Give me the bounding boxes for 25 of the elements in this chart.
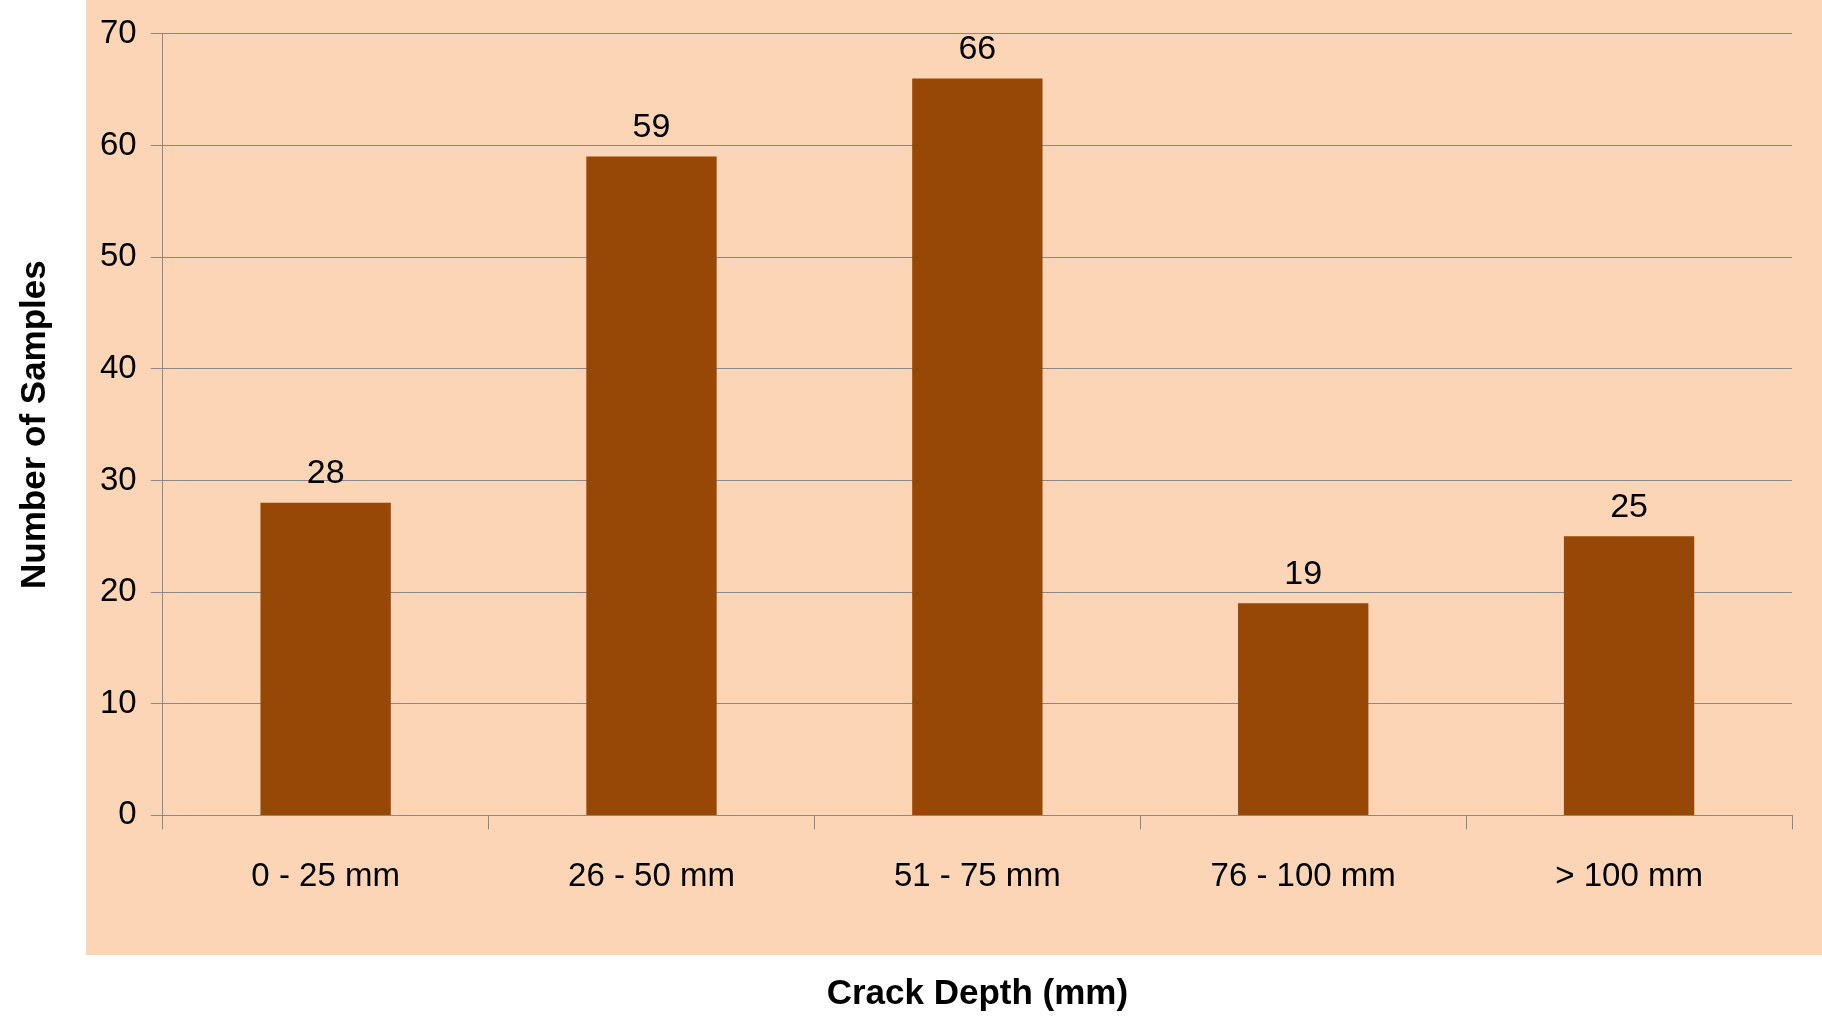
y-tick-label: 10 <box>99 682 137 720</box>
y-tick-label: 60 <box>99 124 137 162</box>
x-tick-label: > 100 mm <box>1555 856 1703 894</box>
data-label: 28 <box>306 452 345 491</box>
x-tick-label: 26 - 50 mm <box>568 856 735 894</box>
y-axis-title: Number of Samples <box>12 260 52 589</box>
x-tick-label: 0 - 25 mm <box>251 856 400 894</box>
y-tick-label: 20 <box>99 571 137 609</box>
bar <box>260 502 391 815</box>
y-tick-label: 40 <box>99 347 137 385</box>
data-label: 25 <box>1610 485 1648 524</box>
x-tick-label: 51 - 75 mm <box>893 856 1061 894</box>
y-tick-label: 70 <box>99 12 137 50</box>
bar <box>1563 536 1695 815</box>
data-label: 59 <box>632 106 671 144</box>
bar <box>1238 603 1369 815</box>
bar <box>912 78 1043 815</box>
data-label: 19 <box>1284 552 1323 591</box>
y-tick-label: 30 <box>99 459 137 497</box>
y-tick-label: 50 <box>99 236 137 274</box>
x-tick-label: 76 - 100 mm <box>1210 856 1396 894</box>
bar <box>586 156 717 815</box>
y-tick-label: 0 <box>118 794 137 832</box>
x-axis-title: Crack Depth (mm) <box>826 971 1129 1011</box>
data-label: 66 <box>958 27 997 66</box>
